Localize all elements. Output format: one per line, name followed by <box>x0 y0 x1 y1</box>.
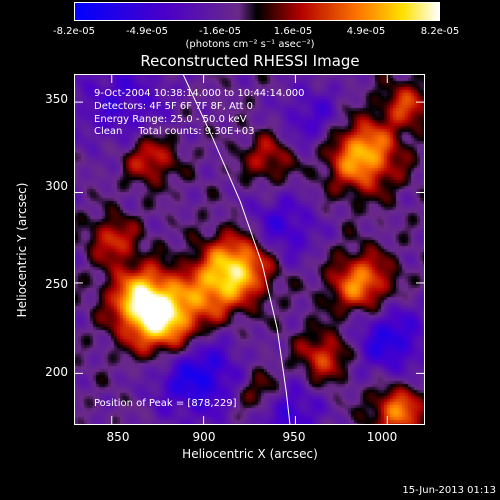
colorbar <box>74 2 440 21</box>
energy-range-text: Energy Range: 25.0 - 50.0 keV <box>94 114 247 125</box>
plot-overlay <box>75 75 424 424</box>
plot-area <box>74 74 425 425</box>
heatmap-canvas <box>75 75 424 424</box>
colorbar-tick: 1.6e-05 <box>273 26 313 37</box>
time-range-text: 9-Oct-2004 10:38:14.000 to 10:44:14.000 <box>94 88 305 99</box>
colorbar-tick: -1.6e-05 <box>199 26 241 37</box>
footer-timestamp: 15-Jun-2013 01:13 <box>402 485 496 496</box>
colorbar-tick: 8.2e-05 <box>420 26 460 37</box>
y-axis-title: Heliocentric Y (arcsec) <box>15 182 29 318</box>
colorbar-tick: -8.2e-05 <box>53 26 95 37</box>
y-tick-label: 200 <box>45 365 68 379</box>
chart-title: Reconstructed RHESSI Image <box>140 52 360 70</box>
x-tick-label: 1000 <box>366 430 398 444</box>
colorbar-units: (photons cm⁻² s⁻¹ asec⁻²) <box>185 39 315 50</box>
colorbar-tick: 4.9e-05 <box>346 26 386 37</box>
detectors-text: Detectors: 4F 5F 6F 7F 8F, Att 0 <box>94 101 254 112</box>
y-tick-label: 250 <box>45 277 68 291</box>
solar-limb-curve <box>182 75 291 424</box>
colorbar-gradient <box>75 3 439 20</box>
method-text: Clean Total counts: 9.30E+03 <box>94 126 255 137</box>
y-tick-label: 350 <box>45 92 68 106</box>
x-tick-label: 950 <box>282 430 306 444</box>
y-tick-label: 300 <box>45 179 68 193</box>
x-axis-title: Heliocentric X (arcsec) <box>182 447 318 461</box>
peak-position-text: Position of Peak = [878,229] <box>94 398 237 409</box>
x-tick-label: 850 <box>106 430 130 444</box>
colorbar-tick: -4.9e-05 <box>126 26 168 37</box>
x-tick-label: 900 <box>192 430 216 444</box>
